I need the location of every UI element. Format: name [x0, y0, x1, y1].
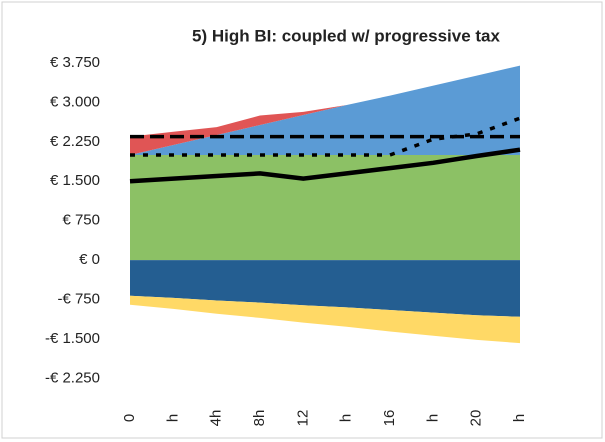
y-tick-label: € 3.750 [50, 54, 100, 71]
x-tick-label: 0 [121, 414, 138, 422]
area [130, 260, 520, 317]
y-tick-label: € 2.250 [50, 133, 100, 150]
y-tick-label: -€ 1.500 [45, 330, 100, 347]
area [130, 65, 520, 155]
x-tick-label: 20 [468, 410, 485, 427]
area [130, 155, 520, 261]
x-tick-label: 8h [251, 410, 268, 427]
chart-title: 5) High BI: coupled w/ progressive tax [192, 26, 500, 45]
y-tick-label: € 750 [62, 212, 100, 229]
x-tick-label: 16 [381, 410, 398, 427]
area [130, 295, 520, 344]
x-tick-label: h [424, 414, 441, 422]
x-tick-label: h [338, 414, 355, 422]
y-tick-label: € 0 [79, 251, 100, 268]
x-tick-label: h [164, 414, 181, 422]
y-tick-label: -€ 2.250 [45, 369, 100, 386]
x-tick-label: 4h [208, 410, 225, 427]
x-tick-label: 12 [294, 410, 311, 427]
x-tick-label: h [511, 414, 528, 422]
y-tick-label: € 1.500 [50, 172, 100, 189]
line [129, 147, 521, 184]
line [130, 116, 521, 157]
y-tick-label: € 3.000 [50, 93, 100, 110]
y-tick-label: -€ 750 [57, 290, 100, 307]
